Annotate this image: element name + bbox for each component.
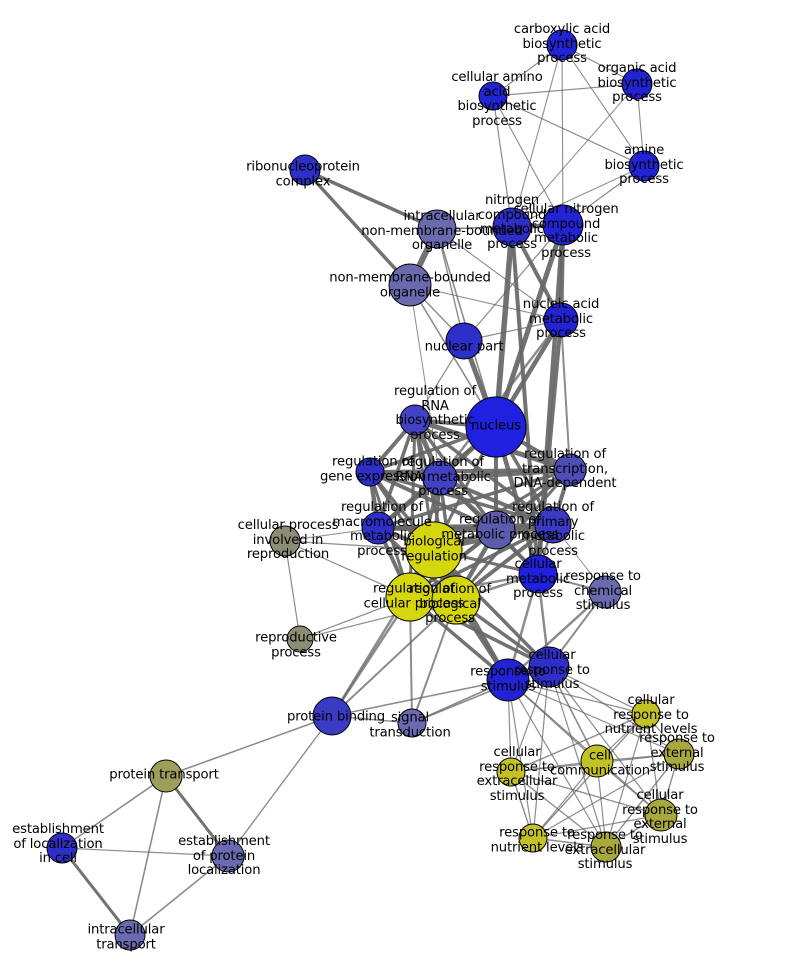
graph-edge [532,666,550,839]
graph-edge [436,228,562,321]
graph-edge [532,760,598,839]
graph-edge [303,168,439,231]
graph-node[interactable]: regulation of metabolic process [476,510,516,550]
graph-node[interactable]: cellular response to external stimulus [644,798,678,832]
graph-edge [532,814,662,839]
graph-edge [303,168,412,287]
graph-edge [507,679,647,715]
graph-edge [493,224,515,430]
graph-edge [331,679,509,717]
graph-edge [368,468,572,474]
graph-edge [561,44,645,167]
graph-edge [61,775,167,849]
graph-node[interactable]: regulation of primary metabolic process [534,506,572,544]
graph-edge [409,284,562,321]
graph-edge [492,83,638,97]
graph-edge [560,319,571,471]
graph-node[interactable]: response to stimulus [486,658,530,702]
graph-node[interactable]: protein binding [312,696,352,736]
graph-edge [408,418,417,599]
graph-node[interactable]: response to extracellular stimulus [590,831,622,863]
graph-edge [605,713,647,848]
graph-edge [492,95,564,226]
graph-node[interactable]: establishment of protein localization [211,839,245,873]
graph-node[interactable]: amine biosynthetic process [628,150,660,182]
edge-layer [60,44,680,937]
graph-node[interactable]: regulation of RNA metabolic process [422,460,458,496]
graph-edge [645,713,662,816]
graph-edge [510,713,647,773]
graph-edge [368,470,498,532]
graph-node[interactable]: non-membrane-bounded organelle [388,263,432,307]
graph-node[interactable]: cellular nitrogen compound metabolic pro… [542,204,584,246]
graph-node[interactable]: regulation of RNA biosynthetic process [399,404,431,436]
graph-edge [331,599,457,717]
graph-node[interactable]: establishment of localization in cell [46,832,78,864]
graph-edge [507,679,607,848]
graph-node[interactable]: signal transduction [397,708,427,738]
node-layer: carboxylic acid biosynthetic process orga… [46,29,695,951]
graph-node[interactable]: cellular response to nutrient levels [631,699,661,729]
graph-edge [532,753,680,839]
graph-edge [60,846,132,937]
graph-node[interactable]: ribonucleoprotein complex [289,154,321,186]
graph-node[interactable]: cellular response to extracellular stimu… [496,757,526,787]
graph-edge [532,713,647,839]
graph-node[interactable]: cellular metabolic process [518,554,558,594]
graph-edge [511,83,638,228]
graph-node[interactable]: cellular amino acid biosynthetic process [478,81,508,111]
graph-node[interactable]: regulation of transcription, DNA-depende… [553,453,587,487]
graph-node[interactable]: biological regulation [405,521,463,579]
graph-node[interactable]: regulation of biological process [431,575,481,625]
graph-edge [165,715,333,777]
graph-edge [506,590,607,682]
graph-edge [511,44,563,228]
graph-node[interactable]: protein transport [149,759,183,793]
graph-node[interactable]: nucleus [465,396,527,458]
graph-node[interactable]: cell communication [580,744,614,778]
graph-node[interactable]: intracellular transport [114,919,146,951]
graph-edge [463,224,564,342]
graph-node[interactable]: intracellular non-membrane-bounded organ… [417,209,457,249]
graph-edge [492,95,513,228]
graph-edge [129,775,167,936]
graph-edge [164,774,230,858]
graph-node[interactable]: response to chemical stimulus [588,575,622,609]
graph-edge [493,222,566,430]
graph-node[interactable]: nuclear part [445,322,483,360]
graph-edge [605,753,680,848]
graph-edge [129,855,229,936]
graph-node[interactable]: regulation of macromolecule metabolic pr… [361,511,395,545]
graph-edge [507,679,662,816]
graph-edge [507,679,534,839]
graph-edge [548,666,662,816]
graph-edge [548,666,680,755]
graph-node[interactable]: regulation of gene expression [355,457,385,487]
graph-node[interactable]: response to external stimulus [663,738,695,770]
graph-edge [510,771,607,848]
graph-edge [511,165,645,228]
graph-node[interactable]: response to nutrient levels [518,823,548,853]
graph-node[interactable]: carboxylic acid biosynthetic process [546,29,578,61]
graph-edge [548,666,607,848]
graph-edge [492,95,645,167]
graph-edge [227,715,333,857]
graph-edge [561,44,564,226]
graph-edge [61,847,229,857]
graph-node[interactable]: organic acid biosynthetic process [621,68,653,100]
graph-edge [510,771,662,816]
graph-node[interactable]: regulation of cellular process [385,572,435,622]
graph-edge [368,470,555,527]
graph-node[interactable]: cellular process involved in reproductio… [269,525,301,557]
graph-node[interactable]: reproductive process [286,625,314,653]
graph-edge [284,540,301,640]
graph-edge [438,476,555,527]
graph-node[interactable]: nucleic acid metabolic process [543,302,579,338]
graph-node[interactable]: cellular response to stimulus [528,646,570,688]
graph-node[interactable]: nitrogen compound metabolic process [492,207,532,247]
graph-edge [375,522,556,531]
